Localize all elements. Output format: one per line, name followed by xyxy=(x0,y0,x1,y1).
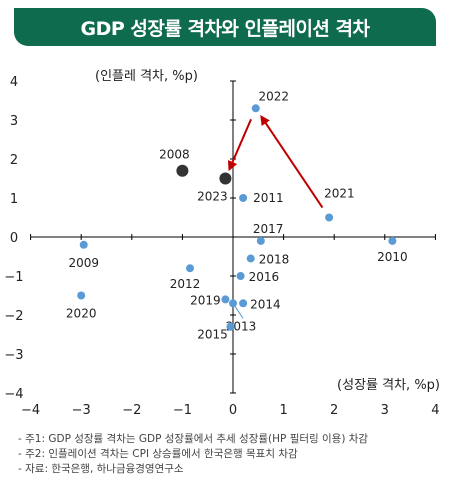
y-tick-label: −3 xyxy=(4,348,23,363)
x-tick-label: 3 xyxy=(381,403,389,418)
y-tick-label: 4 xyxy=(10,75,18,90)
point-2019 xyxy=(221,295,230,304)
point-label-2015: 2015 xyxy=(197,328,228,342)
trend-arrow xyxy=(260,114,324,209)
point-label-2019: 2019 xyxy=(190,293,221,307)
y-tick-label: 0 xyxy=(10,231,18,246)
chart-title: GDP 성장률 격차와 인플레이션 격차 xyxy=(80,17,371,40)
point-label-2021: 2021 xyxy=(324,187,355,201)
x-tick-label: 0 xyxy=(229,403,237,418)
point-2018 xyxy=(246,254,255,263)
y-tick-label: 2 xyxy=(10,153,18,168)
scatter-chart: −4 −3 −2 −1 0 1 2 3 4 4 3 2 1 0 −1 −2 −3 −4 (인플레 격차, %p) (성… xyxy=(4,69,440,418)
note-1: - 주1: GDP 성장률 격차는 GDP 성장률에서 추세 성장률(HP 필터… xyxy=(18,433,369,445)
y-tick-label: 1 xyxy=(10,192,18,207)
point-2020 xyxy=(77,291,86,300)
point-2012 xyxy=(185,264,194,273)
point-label-2009: 2009 xyxy=(68,256,99,270)
point-2011 xyxy=(239,194,248,202)
leader-line-2013 xyxy=(234,306,244,319)
point-label-2018: 2018 xyxy=(259,252,290,266)
title-banner: GDP 성장률 격차와 인플레이션 격차 xyxy=(14,8,436,46)
x-tick-label: 2 xyxy=(330,403,338,418)
point-label-2022: 2022 xyxy=(258,89,289,103)
x-tick-label: 1 xyxy=(279,403,287,418)
point-label-2011: 2011 xyxy=(253,191,284,205)
point-label-2013: 2013 xyxy=(226,319,257,333)
footnotes: - 주1: GDP 성장률 격차는 GDP 성장률에서 추세 성장률(HP 필터… xyxy=(18,432,443,477)
x-axis-label: (성장률 격차, %p) xyxy=(337,378,440,393)
point-2009 xyxy=(79,240,88,249)
point-2022 xyxy=(251,104,260,113)
trend-arrow xyxy=(227,118,252,172)
point-label-2012: 2012 xyxy=(170,277,201,291)
point-2023 xyxy=(219,172,232,185)
x-tick-label: −4 xyxy=(21,403,40,418)
x-tick-label: −3 xyxy=(72,403,91,418)
point-2021 xyxy=(325,213,334,222)
note-3: - 자료: 한국은행, 하나금융경영연구소 xyxy=(18,463,184,475)
point-label-2016: 2016 xyxy=(249,270,280,284)
point-2010 xyxy=(388,236,397,245)
point-2016 xyxy=(236,272,245,280)
y-tick-label: −4 xyxy=(4,387,23,402)
point-2014 xyxy=(239,299,248,308)
x-tick-label: 4 xyxy=(431,403,439,418)
y-tick-label: −1 xyxy=(4,270,23,285)
point-label-2017: 2017 xyxy=(253,222,284,236)
y-tick-label: 3 xyxy=(10,114,18,129)
point-label-2010: 2010 xyxy=(377,250,408,264)
y-tick-label: −2 xyxy=(4,309,23,324)
point-label-2008: 2008 xyxy=(159,148,190,162)
x-tick-label: −2 xyxy=(122,403,141,418)
point-2008 xyxy=(176,164,189,177)
y-axis-label: (인플레 격차, %p) xyxy=(95,69,198,84)
point-label-2014: 2014 xyxy=(250,297,281,311)
x-tick-label: −1 xyxy=(173,403,192,418)
note-2: - 주2: 인플레이션 격차는 CPI 상승률에서 한국은행 목표치 차감 xyxy=(18,448,298,460)
point-label-2020: 2020 xyxy=(66,307,97,321)
point-2017 xyxy=(256,236,265,245)
point-label-2023: 2023 xyxy=(197,190,228,204)
point-2015 xyxy=(226,322,235,331)
point-2013 xyxy=(229,299,237,308)
